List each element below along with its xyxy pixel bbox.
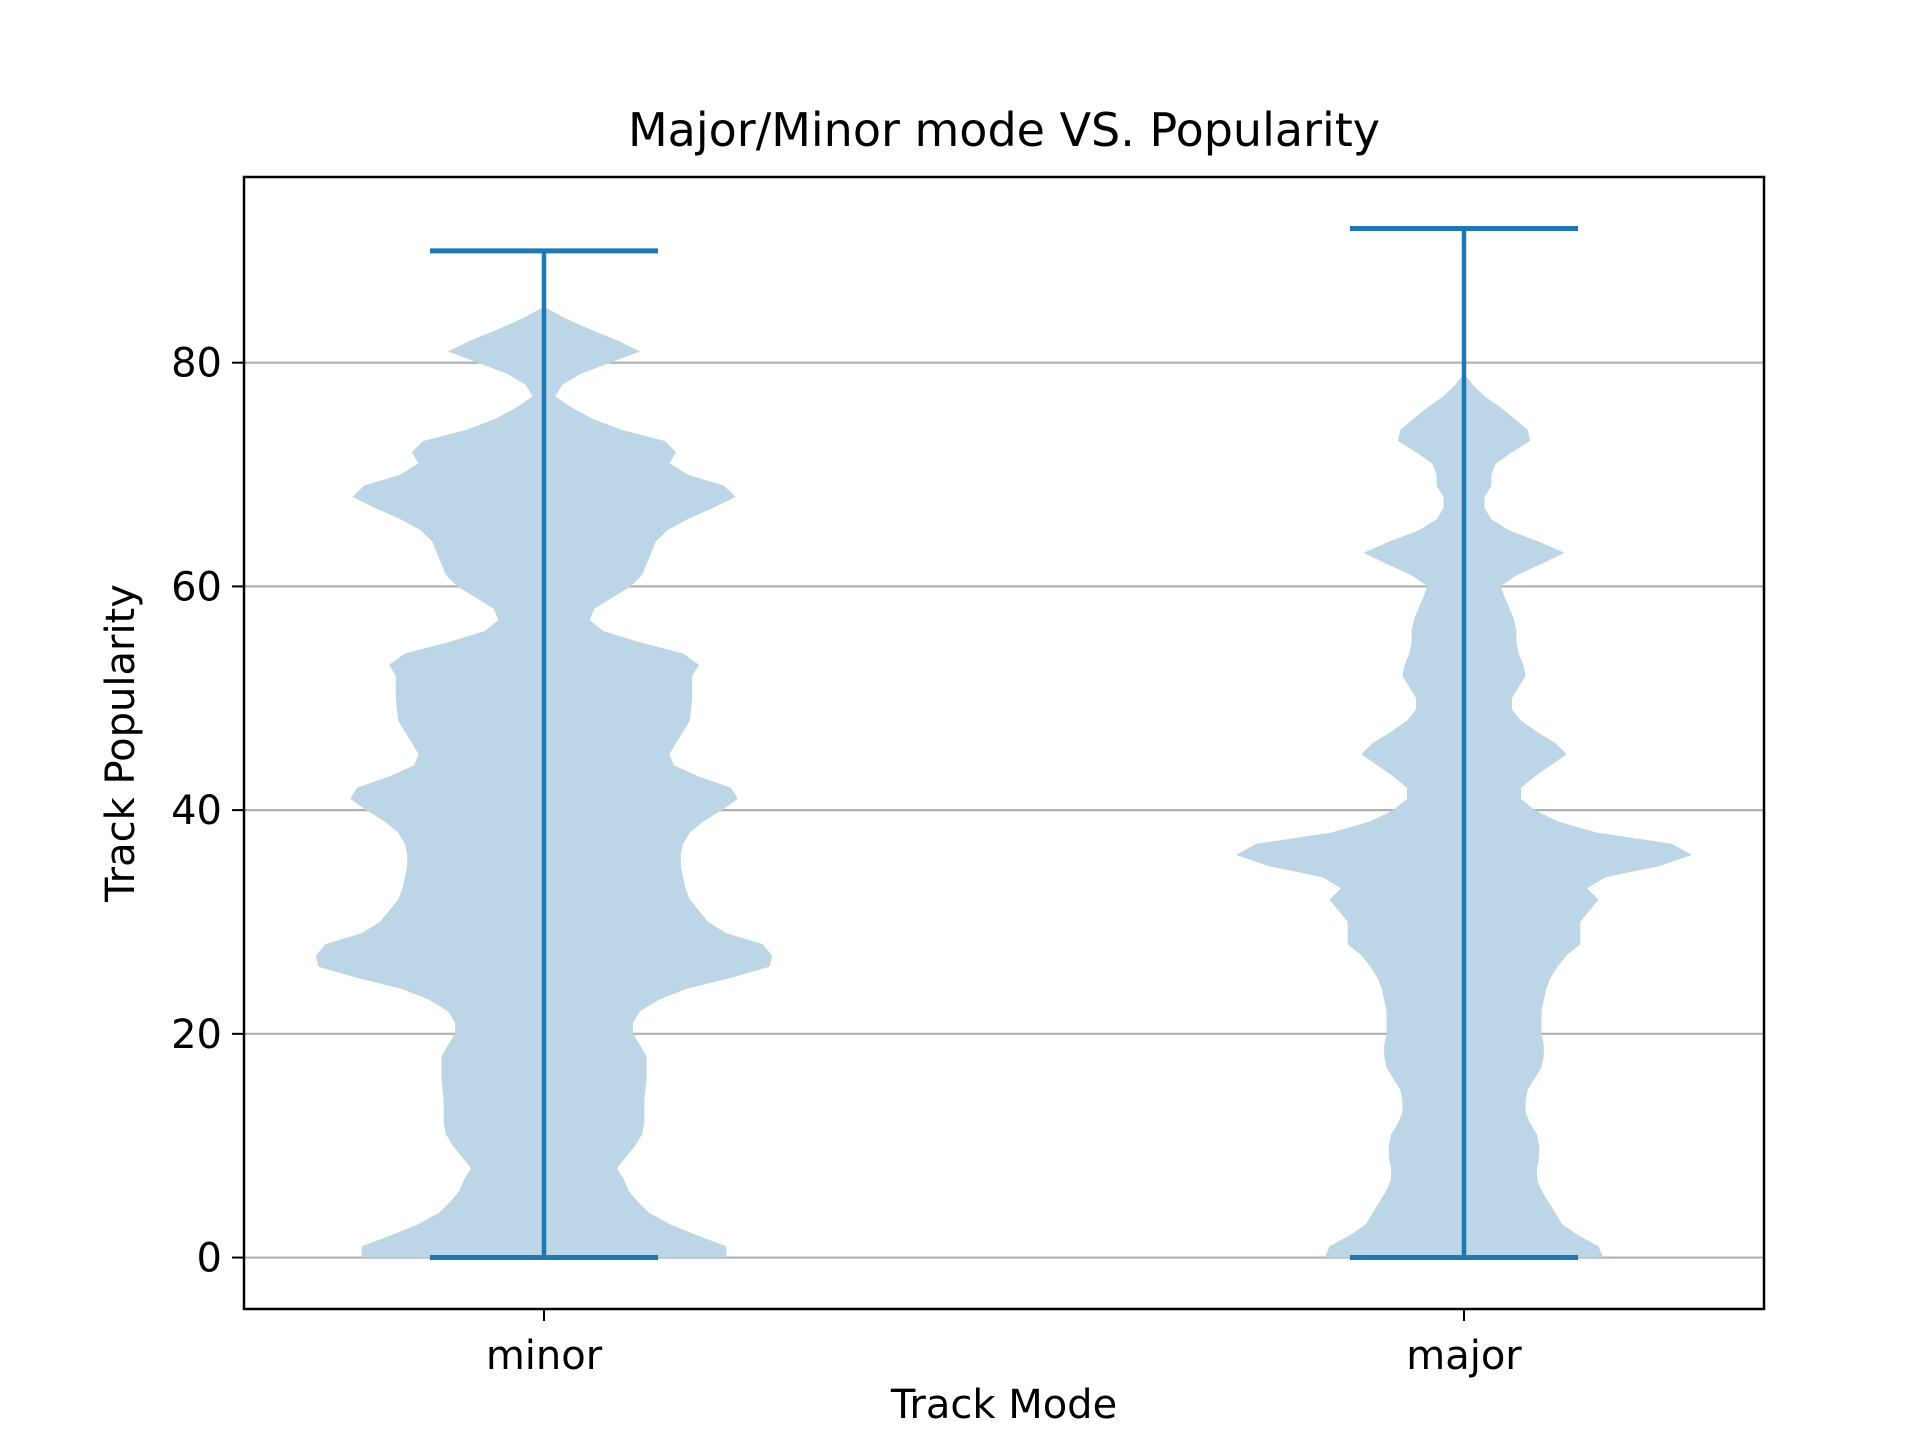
y-tick-label: 80 (171, 341, 222, 387)
chart-title: Major/Minor mode VS. Popularity (628, 103, 1380, 157)
y-axis-label: Track Popularity (98, 584, 144, 903)
x-axis-label: Track Mode (890, 1382, 1117, 1428)
axis-ticks: 0 20 40 60 80 minor major (171, 341, 1522, 1379)
y-tick-label: 0 (197, 1236, 222, 1282)
y-tick-label: 20 (171, 1012, 222, 1058)
violins (316, 225, 1692, 1261)
plot-area-frame (242, 175, 1766, 1311)
y-tick-label: 40 (171, 788, 222, 834)
x-tick-label: minor (486, 1333, 603, 1379)
y-tick-label: 60 (171, 564, 222, 610)
x-tick-label: major (1406, 1333, 1522, 1379)
